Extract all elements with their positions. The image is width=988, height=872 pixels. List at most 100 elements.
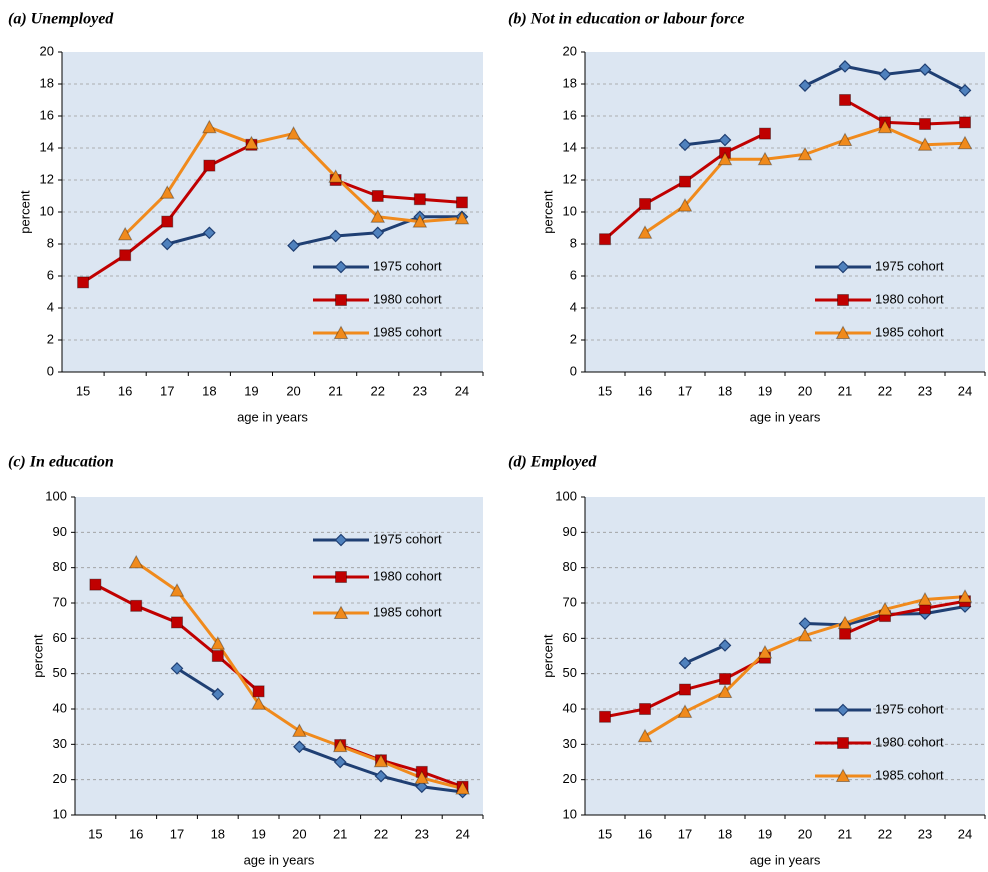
marker — [599, 710, 611, 723]
marker — [161, 215, 174, 228]
marker — [334, 533, 348, 547]
panel-title: (a) Unemployed — [8, 11, 114, 28]
marker — [333, 605, 349, 619]
x-axis-label: age in years — [237, 409, 308, 424]
marker — [160, 237, 174, 251]
marker — [370, 209, 386, 223]
marker — [159, 185, 175, 199]
x-tick-label: 20 — [798, 383, 812, 398]
marker — [169, 583, 185, 597]
marker — [837, 737, 849, 749]
y-tick-label: 80 — [563, 559, 577, 574]
plot-area — [75, 497, 483, 815]
y-tick-label: 4 — [47, 299, 54, 314]
y-tick-label: 16 — [40, 107, 54, 122]
x-tick-label: 23 — [918, 826, 932, 841]
y-tick-label: 20 — [563, 771, 577, 786]
marker — [837, 132, 853, 146]
marker — [837, 615, 853, 630]
y-tick-label: 10 — [563, 203, 577, 218]
marker — [286, 126, 301, 140]
y-tick-label: 10 — [563, 806, 577, 821]
y-tick-label: 20 — [53, 771, 67, 786]
marker — [371, 190, 384, 202]
marker — [957, 135, 973, 150]
x-tick-label: 19 — [251, 826, 265, 841]
y-tick-label: 100 — [555, 488, 577, 503]
panel-title: (b) Not in education or labour force — [508, 11, 744, 28]
marker — [678, 656, 692, 670]
marker — [797, 146, 813, 161]
marker — [374, 769, 388, 783]
marker — [836, 260, 850, 274]
y-tick-label: 10 — [53, 806, 67, 821]
marker — [717, 684, 733, 699]
x-tick-label: 20 — [798, 826, 812, 841]
x-tick-label: 23 — [413, 383, 427, 398]
y-tick-label: 90 — [563, 524, 577, 539]
marker — [371, 226, 385, 240]
marker — [170, 662, 184, 675]
legend-label: 1980 cohort — [875, 291, 944, 306]
marker — [757, 644, 773, 659]
marker — [637, 728, 653, 743]
marker — [757, 151, 773, 166]
panel-title: (c) In education — [8, 454, 114, 471]
marker — [203, 159, 216, 172]
y-tick-label: 20 — [563, 43, 577, 58]
x-tick-label: 16 — [638, 826, 652, 841]
x-axis-label: age in years — [750, 852, 821, 867]
legend-label: 1975 cohort — [875, 258, 944, 273]
y-tick-label: 60 — [563, 630, 577, 645]
y-tick-label: 40 — [53, 700, 67, 715]
marker — [835, 325, 851, 339]
x-tick-label: 24 — [455, 383, 469, 398]
y-tick-label: 2 — [570, 331, 577, 346]
x-tick-label: 17 — [170, 826, 184, 841]
marker — [679, 175, 691, 188]
marker — [333, 755, 347, 769]
x-tick-label: 16 — [129, 826, 143, 841]
marker — [454, 210, 470, 225]
x-tick-label: 23 — [415, 826, 429, 841]
marker — [171, 616, 183, 629]
x-tick-label: 18 — [718, 383, 732, 398]
y-tick-label: 70 — [53, 594, 67, 609]
marker — [958, 84, 972, 97]
marker — [797, 627, 813, 642]
x-tick-label: 20 — [292, 826, 306, 841]
legend-label: 1985 cohort — [875, 767, 944, 782]
marker — [335, 294, 347, 306]
marker — [835, 768, 851, 782]
marker — [211, 650, 224, 662]
marker — [119, 249, 132, 262]
x-tick-label: 22 — [371, 383, 385, 398]
y-tick-label: 40 — [563, 700, 577, 715]
marker — [128, 554, 144, 569]
x-tick-label: 21 — [838, 383, 852, 398]
y-tick-label: 12 — [40, 171, 54, 186]
plot-area — [585, 497, 985, 815]
x-tick-label: 19 — [758, 826, 772, 841]
marker — [412, 214, 428, 228]
y-tick-label: 8 — [570, 235, 577, 250]
marker — [759, 127, 771, 140]
y-tick-label: 70 — [563, 594, 577, 609]
x-tick-label: 22 — [878, 383, 892, 398]
y-tick-label: 10 — [40, 203, 54, 218]
x-tick-label: 16 — [118, 383, 132, 398]
legend-label: 1985 cohort — [875, 324, 944, 339]
legend-label: 1975 cohort — [373, 258, 442, 273]
x-axis-label: age in years — [244, 852, 315, 867]
marker — [639, 198, 651, 210]
x-tick-label: 22 — [374, 826, 388, 841]
y-tick-label: 50 — [563, 665, 577, 680]
y-axis-label: percent — [540, 190, 555, 234]
legend-label: 1975 cohort — [875, 701, 944, 716]
marker — [637, 225, 653, 239]
x-tick-label: 20 — [286, 383, 300, 398]
y-tick-label: 12 — [563, 171, 577, 186]
marker — [332, 738, 348, 753]
legend-label: 1980 cohort — [373, 568, 442, 583]
marker — [959, 116, 971, 129]
